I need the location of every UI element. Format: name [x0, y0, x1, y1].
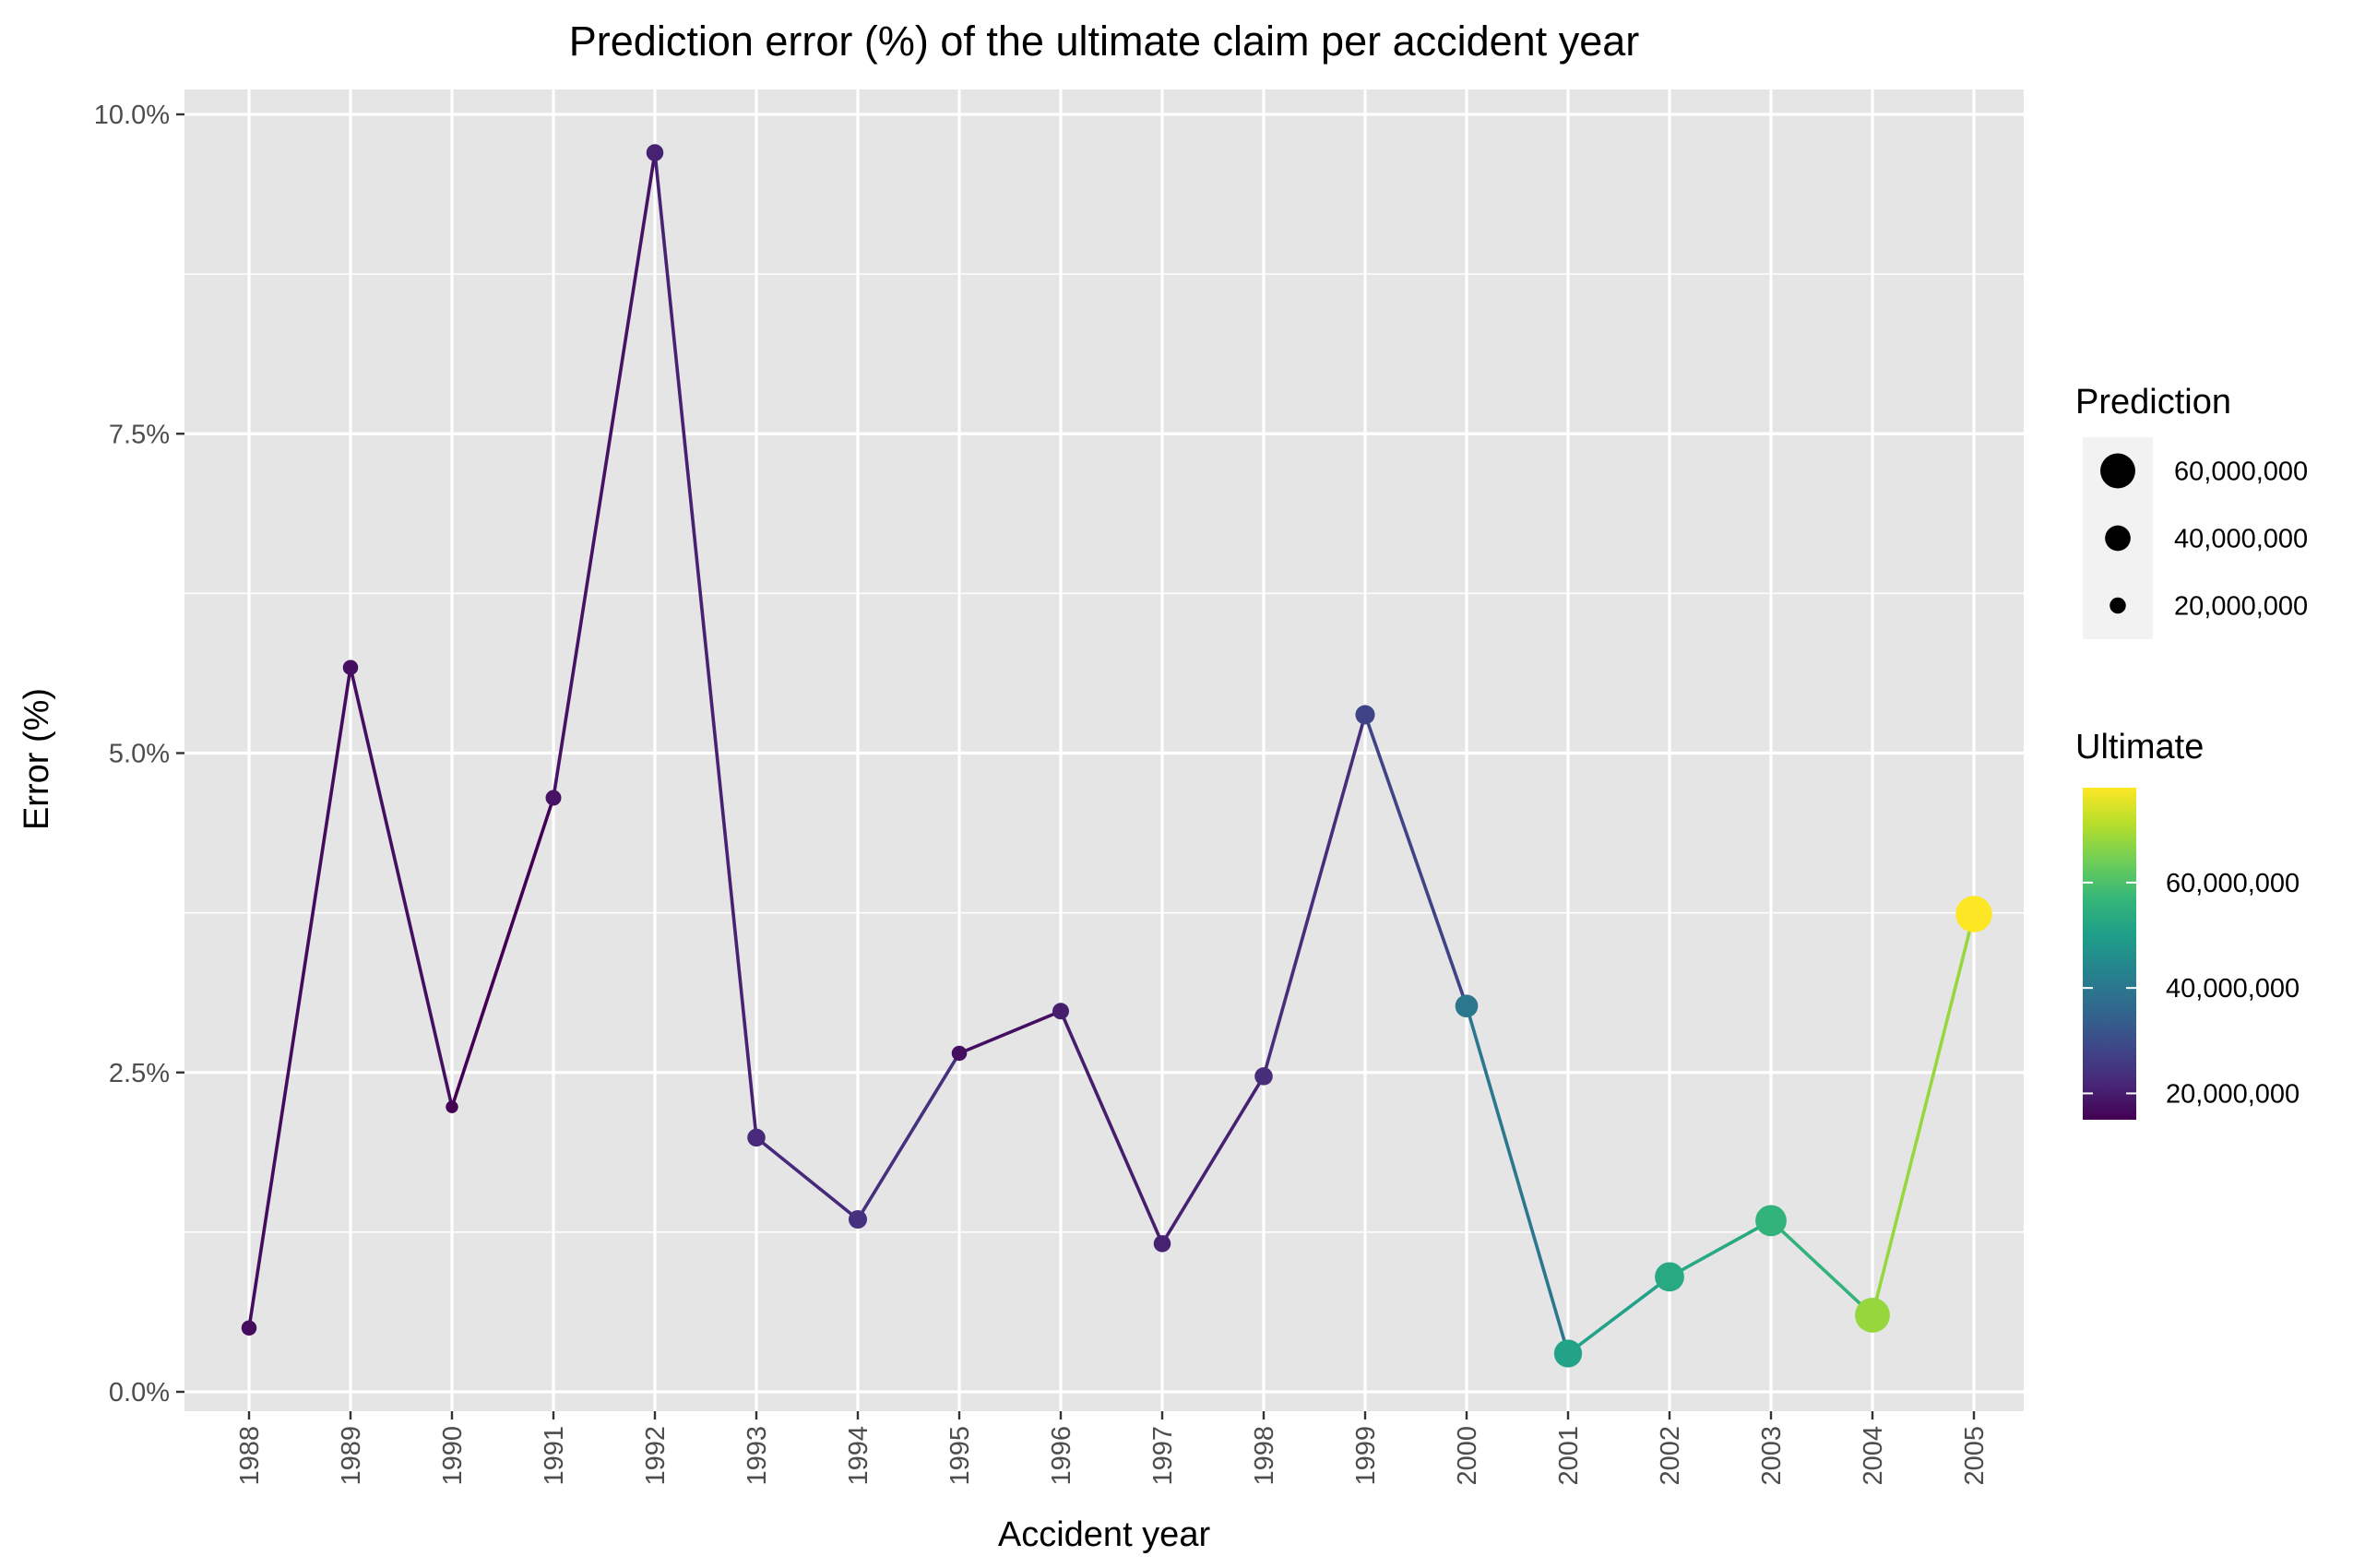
x-tick-label: 1992 — [641, 1426, 671, 1486]
line-segment — [450, 796, 555, 1109]
x-tick-label: 2002 — [1656, 1426, 1685, 1486]
size-legend-label: 20,000,000 — [2174, 592, 2308, 622]
y-tick-label: 0.0% — [109, 1378, 170, 1408]
size-legend-label: 40,000,000 — [2174, 525, 2308, 554]
data-point — [1655, 1262, 1684, 1292]
x-tick-label: 1996 — [1047, 1426, 1076, 1486]
x-tick-label: 2000 — [1453, 1426, 1482, 1486]
x-tick-label: 1988 — [235, 1426, 265, 1486]
data-point — [241, 1320, 257, 1336]
line-segment — [957, 1009, 1063, 1055]
x-tick-label: 2001 — [1554, 1426, 1584, 1486]
color-legend-label: 20,000,000 — [2166, 1079, 2300, 1109]
color-legend-label: 60,000,000 — [2166, 869, 2300, 898]
size-legend-key — [2109, 597, 2126, 614]
size-legend: Prediction 60,000,000 40,000,000 20,000,00… — [2075, 383, 2308, 639]
line-segment — [755, 1135, 860, 1221]
y-axis-title: Error (%) — [18, 688, 56, 830]
data-point — [1153, 1235, 1171, 1253]
data-point — [1355, 705, 1375, 725]
y-tick-label: 10.0% — [94, 101, 170, 130]
data-point — [342, 659, 359, 675]
panel-background — [184, 89, 2024, 1411]
x-tick-label: 1993 — [743, 1426, 772, 1486]
line-segment — [552, 150, 657, 800]
data-point — [545, 790, 562, 806]
line-segment — [349, 665, 454, 1109]
size-legend-label: 60,000,000 — [2174, 457, 2308, 487]
x-tick-label: 2004 — [1859, 1426, 1888, 1486]
color-legend-title: Ultimate — [2075, 728, 2204, 766]
data-point — [951, 1045, 968, 1062]
line-segment — [1262, 713, 1367, 1078]
colorbar — [2083, 788, 2136, 1120]
data-point — [1855, 1297, 1890, 1333]
line-segment — [1160, 1075, 1266, 1246]
color-legend-label: 40,000,000 — [2166, 974, 2300, 1004]
size-legend-key — [2100, 453, 2135, 489]
x-tick-label: 2003 — [1757, 1426, 1787, 1486]
x-tick-label: 1995 — [945, 1426, 975, 1486]
size-legend-title: Prediction — [2075, 383, 2231, 422]
y-tick-label: 2.5% — [109, 1059, 170, 1088]
plot-panel — [184, 89, 2024, 1411]
data-point — [1052, 1003, 1070, 1020]
data-point — [1254, 1067, 1273, 1086]
line-segment — [1871, 912, 1976, 1317]
line-segment — [1465, 1004, 1570, 1356]
x-tick-label: 1991 — [540, 1426, 569, 1486]
data-point — [646, 144, 664, 161]
x-tick-label: 1990 — [438, 1426, 468, 1486]
data-point — [1553, 1339, 1583, 1368]
chart-title: Prediction error (%) of the ultimate cla… — [569, 18, 1639, 65]
size-legend-key — [2105, 525, 2131, 552]
x-tick-label: 1997 — [1148, 1426, 1178, 1486]
y-axis: 0.0% 2.5% 5.0% 7.5% 10.0% — [94, 101, 184, 1408]
data-point — [848, 1210, 868, 1229]
line-segment — [247, 665, 352, 1330]
line-segment — [653, 150, 758, 1140]
x-tick-label: 2005 — [1960, 1426, 1990, 1486]
data-point — [1455, 994, 1479, 1018]
line-segment — [1769, 1218, 1874, 1317]
grid — [184, 89, 2024, 1411]
series-points — [241, 144, 1992, 1368]
data-point — [747, 1128, 766, 1147]
line-segment — [1566, 1275, 1671, 1356]
color-legend: Ultimate 60,000,000 40,000,000 20,000,000 — [2075, 728, 2300, 1120]
data-point — [1955, 896, 1992, 932]
data-point — [446, 1100, 458, 1113]
y-tick-label: 7.5% — [109, 420, 170, 449]
y-tick-label: 5.0% — [109, 740, 170, 769]
line-segment — [1363, 713, 1468, 1008]
series-line — [247, 150, 1976, 1356]
line-segment — [1668, 1218, 1773, 1279]
line-segment — [1059, 1009, 1164, 1246]
line-segment — [856, 1051, 961, 1221]
x-axis: 1988 1989 1990 1991 1992 1993 1994 1995 1996 1997… — [235, 1411, 1990, 1486]
x-tick-label: 1998 — [1250, 1426, 1279, 1486]
x-tick-label: 1989 — [337, 1426, 366, 1486]
x-tick-label: 1999 — [1351, 1426, 1381, 1486]
x-axis-title: Accident year — [998, 1515, 1211, 1554]
x-tick-label: 1994 — [844, 1426, 874, 1486]
data-point — [1755, 1205, 1787, 1237]
